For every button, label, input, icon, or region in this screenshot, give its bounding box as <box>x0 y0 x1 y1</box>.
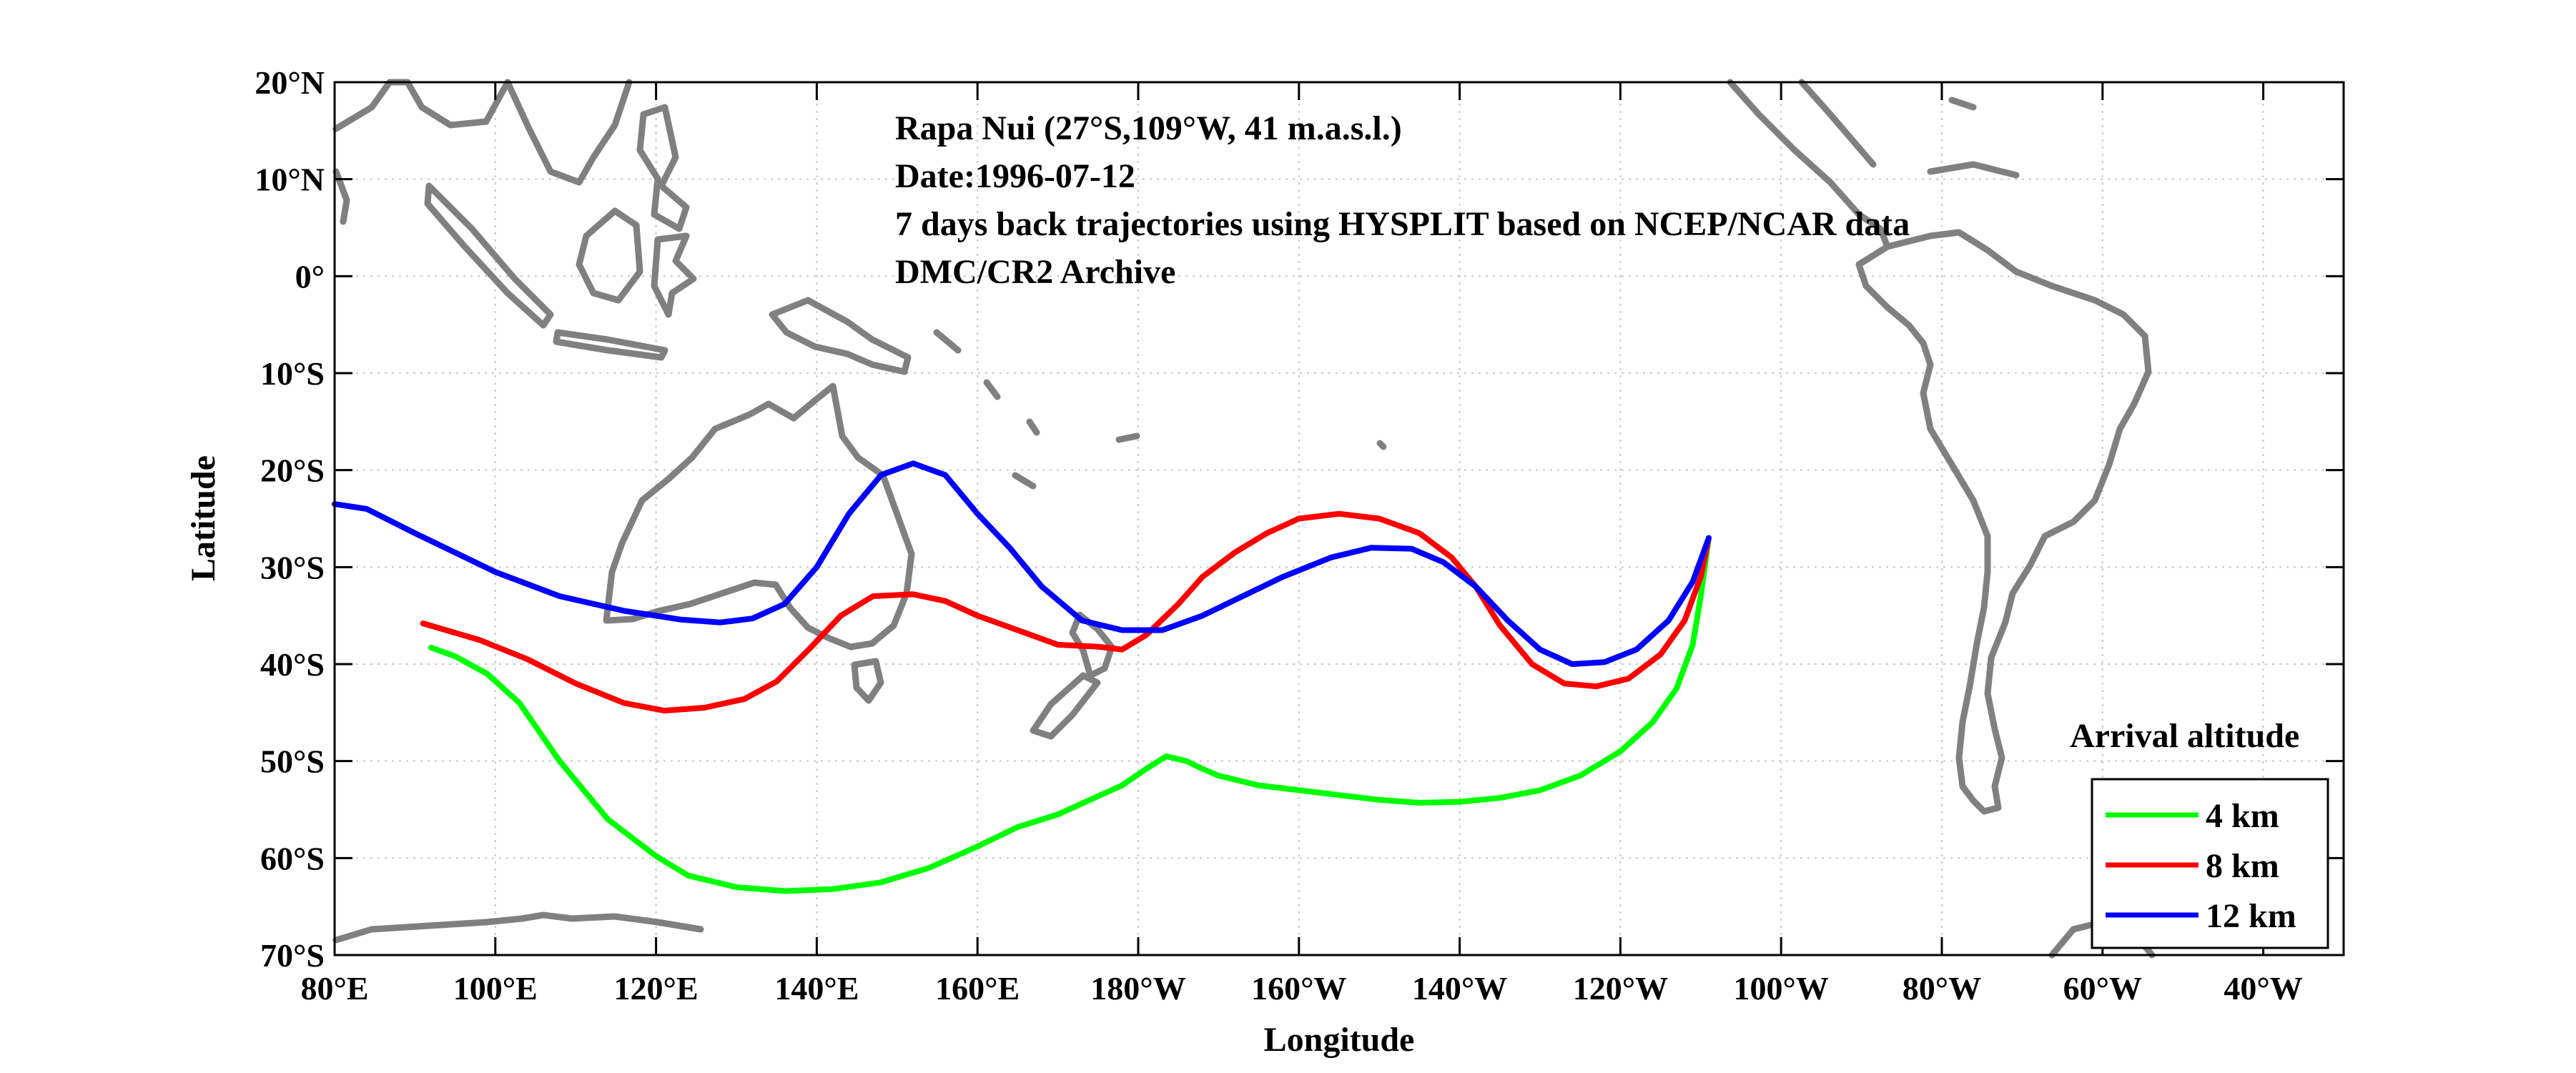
legend-label: 12 km <box>2206 897 2296 935</box>
axis-ticks: 80°E 100°E 120°E 140°E 160°E 180°W 160°W 140°W 1… <box>255 64 2344 1007</box>
trajectory-line-4km <box>428 535 1712 894</box>
y-tick-label: 0° <box>295 258 325 295</box>
annotation-station: Rapa Nui (27°S,109°W, 41 m.a.s.l.) <box>895 109 1402 147</box>
legend: Arrival altitude 4 km 8 km 12 km <box>2070 717 2329 949</box>
plot-area <box>335 82 2344 955</box>
coastline-sumatra <box>424 182 554 329</box>
x-tick-label: 100°W <box>1733 970 1828 1007</box>
coastline-north-america-east <box>1798 79 2020 179</box>
coastline-outlines <box>332 79 2156 959</box>
x-tick-label: 80°E <box>300 970 368 1007</box>
y-tick-label: 30°S <box>260 549 325 585</box>
coastline-antarctica <box>332 911 704 944</box>
x-tick-label: 80°W <box>1903 970 1981 1007</box>
trajectory-line-12km <box>332 460 1712 667</box>
y-tick-label: 20°N <box>255 64 325 101</box>
y-tick-label: 70°S <box>260 937 325 974</box>
x-tick-label: 140°E <box>774 970 859 1007</box>
trajectory-line-8km <box>420 510 1712 714</box>
annotation-date: Date:1996-07-12 <box>895 157 1135 195</box>
y-tick-label: 20°S <box>260 453 325 489</box>
coastline-new-guinea <box>769 297 912 375</box>
coastline-borneo <box>576 207 643 304</box>
coastline-tasmania <box>851 658 884 704</box>
x-tick-label: 180°W <box>1090 970 1185 1007</box>
annotation-method: 7 days back trajectories using HYSPLIT b… <box>895 205 1910 243</box>
coastline-australia <box>603 382 915 651</box>
y-tick-label: 60°S <box>260 840 325 876</box>
y-axis-label: Latitude <box>184 455 222 581</box>
x-tick-label: 120°W <box>1573 970 1668 1007</box>
legend-label: 4 km <box>2206 797 2279 835</box>
legend-label: 8 km <box>2206 847 2279 885</box>
x-tick-label: 120°E <box>614 970 699 1007</box>
x-axis-label: Longitude <box>1264 1021 1415 1059</box>
x-tick-label: 100°E <box>453 970 538 1007</box>
coastline-new-zealand-north <box>1069 611 1115 679</box>
x-tick-label: 160°E <box>935 970 1020 1007</box>
coastline-pacific-islands <box>933 329 1387 490</box>
legend-title: Arrival altitude <box>2070 717 2299 755</box>
coastline-philippines <box>636 104 690 232</box>
coastline-new-zealand-south <box>1030 672 1101 740</box>
x-tick-label: 60°W <box>2063 970 2142 1007</box>
coastline-central-america <box>1727 79 1891 250</box>
grid-lines <box>335 82 2344 955</box>
trajectory-series <box>332 460 1712 894</box>
axes-box <box>333 81 2345 956</box>
y-tick-label: 50°S <box>260 743 325 780</box>
x-tick-label: 40°W <box>2224 970 2302 1007</box>
legend-items: 4 km 8 km 12 km <box>2106 797 2296 935</box>
annotation-archive: DMC/CR2 Archive <box>895 253 1175 291</box>
x-tick-label: 160°W <box>1251 970 1346 1007</box>
y-tick-label: 10°S <box>260 355 325 392</box>
annotation-block: Rapa Nui (27°S,109°W, 41 m.a.s.l.) Date:… <box>895 109 1910 291</box>
coastline-south-america <box>1855 229 2152 815</box>
x-tick-label: 140°W <box>1412 970 1507 1007</box>
coastline-sulawesi <box>651 232 697 318</box>
y-tick-label: 40°S <box>260 646 325 683</box>
y-tick-label: 10°N <box>255 162 325 198</box>
coastline-java <box>553 329 668 361</box>
